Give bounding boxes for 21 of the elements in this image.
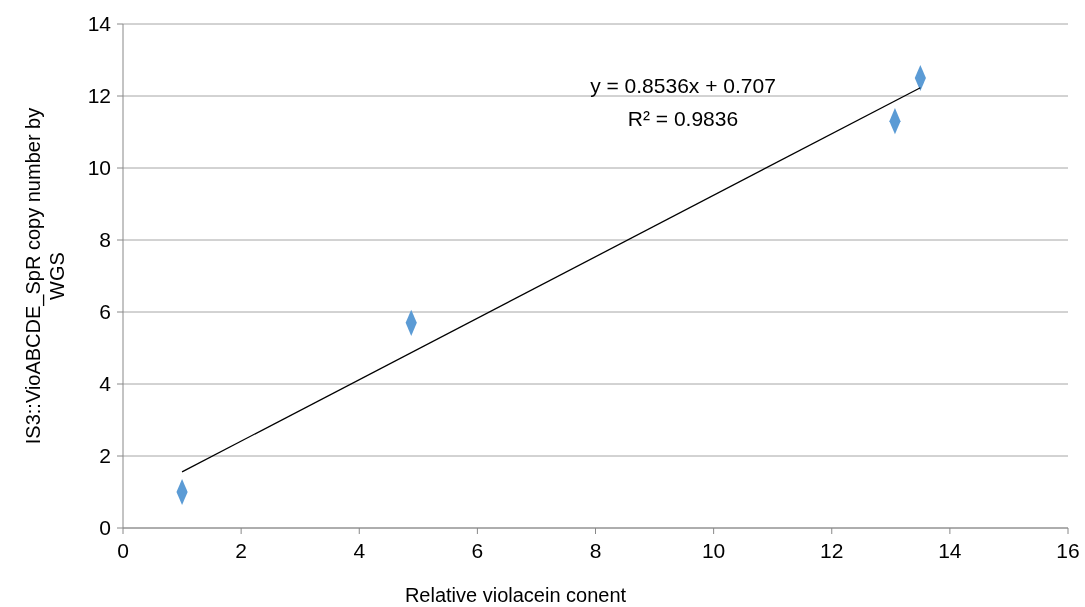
x-tick-label: 8 [589,539,602,562]
x-axis-title: Relative violacein conent [404,584,627,606]
x-tick-label: 16 [1056,539,1080,562]
y-tick-label: 0 [99,516,111,540]
annotation: R² = 0.9836 [627,107,739,130]
x-tick-label: 4 [353,539,366,562]
x-tick-label: 2 [235,539,247,562]
x-tick-label: 0 [117,539,129,562]
y-axis-title: IS3::VioABCDE_SpR copy number by WGS [22,107,68,445]
y-tick-label: 2 [99,444,111,468]
x-tick-label: 10 [701,539,726,562]
y-tick-label: 14 [87,12,112,36]
y-tick-label: 8 [99,228,111,252]
y-tick-label: 12 [87,84,111,108]
x-tick-label: 6 [471,539,484,562]
y-tick-label: 10 [87,156,111,180]
x-tick-label: 14 [938,539,962,562]
y-tick-label: 4 [99,372,112,396]
x-tick-label: 12 [820,539,844,562]
y-tick-label: 6 [99,300,111,324]
annotation: y = 0.8536x + 0.707 [590,74,776,97]
